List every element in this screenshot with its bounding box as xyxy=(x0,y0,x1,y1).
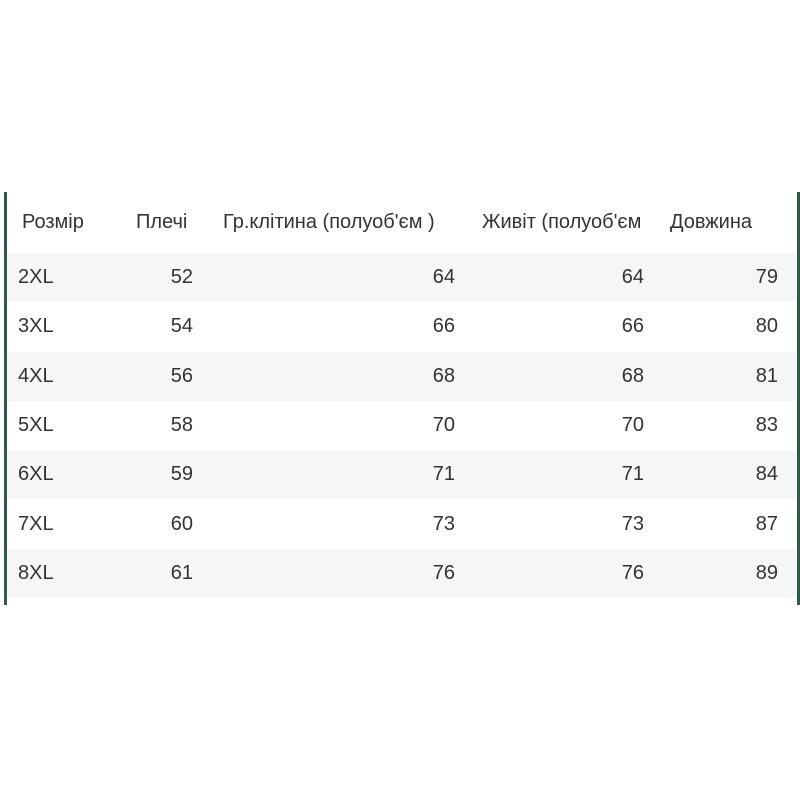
cell-shoulders: 61 xyxy=(170,561,193,584)
header-size: Розмір xyxy=(22,211,84,233)
size-table: Розмір Плечі Гр.клітина (полуоб'єм ) Жив… xyxy=(4,192,800,605)
cell-chest: 71 xyxy=(432,463,455,486)
cell-size: 3XL xyxy=(18,315,54,338)
cell-waist: 68 xyxy=(621,364,644,387)
table-row: 5XL 58 70 70 83 xyxy=(7,401,797,450)
cell-shoulders: 60 xyxy=(170,512,193,535)
table-row: 4XL 56 68 68 81 xyxy=(7,351,797,401)
cell-length: 83 xyxy=(755,413,778,436)
cell-size: 5XL xyxy=(18,413,54,436)
cell-length: 80 xyxy=(755,315,778,338)
cell-size: 6XL xyxy=(18,463,54,486)
cell-waist: 76 xyxy=(621,561,644,584)
cell-chest: 76 xyxy=(432,561,455,584)
table-row: 7XL 60 73 73 87 xyxy=(7,500,797,549)
cell-length: 79 xyxy=(755,266,778,288)
table-row: 8XL 61 76 76 89 xyxy=(7,548,797,598)
table-row: 3XL 54 66 66 80 xyxy=(7,302,797,351)
cell-shoulders: 59 xyxy=(170,463,193,486)
cell-length: 89 xyxy=(755,561,778,584)
cell-length: 84 xyxy=(755,463,778,486)
cell-chest: 64 xyxy=(432,266,455,288)
header-shoulders: Плечі xyxy=(136,211,188,233)
cell-length: 87 xyxy=(755,512,778,535)
cell-chest: 68 xyxy=(432,364,455,387)
header-chest: Гр.клітина (полуоб'єм ) xyxy=(223,211,435,233)
cell-chest: 73 xyxy=(432,512,455,535)
cell-chest: 66 xyxy=(432,315,455,338)
cell-shoulders: 54 xyxy=(170,315,193,338)
table-row: 2XL 52 64 64 79 xyxy=(7,253,797,302)
cell-size: 7XL xyxy=(18,512,54,535)
cell-waist: 66 xyxy=(621,315,644,338)
cell-size: 2XL xyxy=(18,266,54,288)
cell-size: 4XL xyxy=(18,364,54,387)
cell-waist: 64 xyxy=(621,266,644,288)
table-header: Розмір Плечі Гр.клітина (полуоб'єм ) Жив… xyxy=(7,195,797,250)
header-waist: Живіт (полуоб'єм xyxy=(482,211,642,233)
cell-shoulders: 58 xyxy=(170,413,193,436)
cell-waist: 71 xyxy=(621,463,644,486)
cell-length: 81 xyxy=(755,364,778,387)
header-length: Довжина xyxy=(670,211,753,233)
cell-size: 8XL xyxy=(18,561,54,584)
table-row: 6XL 59 71 71 84 xyxy=(7,450,797,500)
cell-shoulders: 52 xyxy=(170,266,193,288)
cell-chest: 70 xyxy=(432,413,455,436)
cell-waist: 73 xyxy=(621,512,644,535)
cell-waist: 70 xyxy=(621,413,644,436)
cell-shoulders: 56 xyxy=(170,364,193,387)
